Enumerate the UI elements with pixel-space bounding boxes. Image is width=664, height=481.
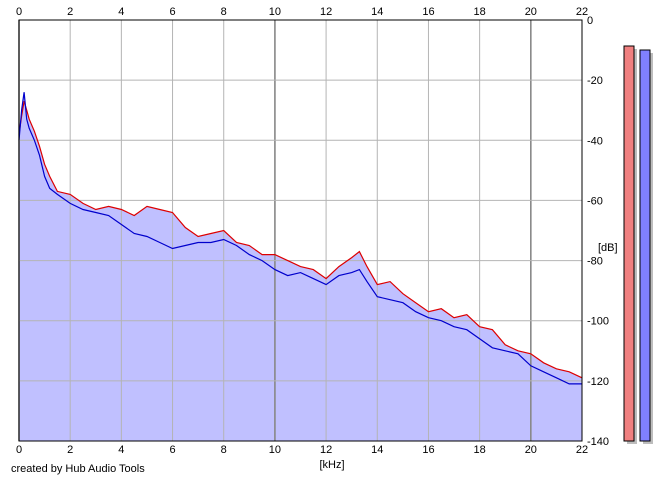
x-tick-label-top: 6 (169, 6, 175, 18)
x-tick-label-bottom: 16 (422, 444, 434, 456)
x-tick-label-top: 8 (221, 6, 227, 18)
spectrum-fill-layer (19, 92, 582, 441)
x-tick-label-top: 2 (67, 6, 73, 18)
x-tick-label-bottom: 18 (474, 444, 486, 456)
level-meter-red (623, 45, 635, 442)
x-tick-label-top: 16 (422, 6, 434, 18)
x-tick-label-top: 0 (16, 6, 22, 18)
x-tick-label-bottom: 2 (67, 444, 73, 456)
y-axis-label: [dB] (598, 242, 618, 254)
y-tick-label: -100 (587, 316, 609, 328)
x-tick-label-top: 22 (576, 6, 588, 18)
x-axis-label: [kHz] (319, 459, 344, 471)
x-tick-label-bottom: 6 (169, 444, 175, 456)
plot-frame (18, 19, 583, 442)
y-tick-label: -40 (587, 135, 603, 147)
level-meters (623, 45, 653, 444)
level-meter-blue (639, 49, 651, 442)
x-tick-label-top: 12 (320, 6, 332, 18)
y-tick-label: -140 (587, 436, 609, 448)
y-tick-label: 0 (587, 15, 593, 27)
y-tick-label: -120 (587, 376, 609, 388)
x-tick-label-bottom: 12 (320, 444, 332, 456)
y-tick-label: -60 (587, 195, 603, 207)
footer-credit: created by Hub Audio Tools (11, 463, 145, 475)
y-tick-label: -20 (587, 75, 603, 87)
series-red-line (18, 101, 583, 379)
y-tick-label: -80 (587, 256, 603, 268)
x-tick-label-bottom: 22 (576, 444, 588, 456)
x-tick-label-top: 4 (118, 6, 124, 18)
x-tick-label-bottom: 10 (269, 444, 281, 456)
x-tick-label-top: 18 (474, 6, 486, 18)
x-tick-label-bottom: 20 (525, 444, 537, 456)
x-tick-label-bottom: 0 (16, 444, 22, 456)
spectrum-fill-area (19, 92, 582, 441)
series-blue-line (18, 92, 582, 385)
x-tick-label-bottom: 4 (118, 444, 124, 456)
x-tick-label-top: 14 (371, 6, 383, 18)
x-tick-labels-top: 0 2 4 6 8 10 12 14 16 18 20 22 (16, 6, 588, 18)
x-tick-label-top: 20 (525, 6, 537, 18)
x-tick-label-top: 10 (269, 6, 281, 18)
x-tick-label-bottom: 8 (221, 444, 227, 456)
y-tick-labels: 0 -20 -40 -60 -80 -100 -120 -140 (587, 15, 609, 448)
x-tick-label-bottom: 14 (371, 444, 383, 456)
series-layer (18, 92, 583, 385)
x-tick-labels-bottom: 0 2 4 6 8 10 12 14 16 18 20 22 (16, 444, 588, 456)
